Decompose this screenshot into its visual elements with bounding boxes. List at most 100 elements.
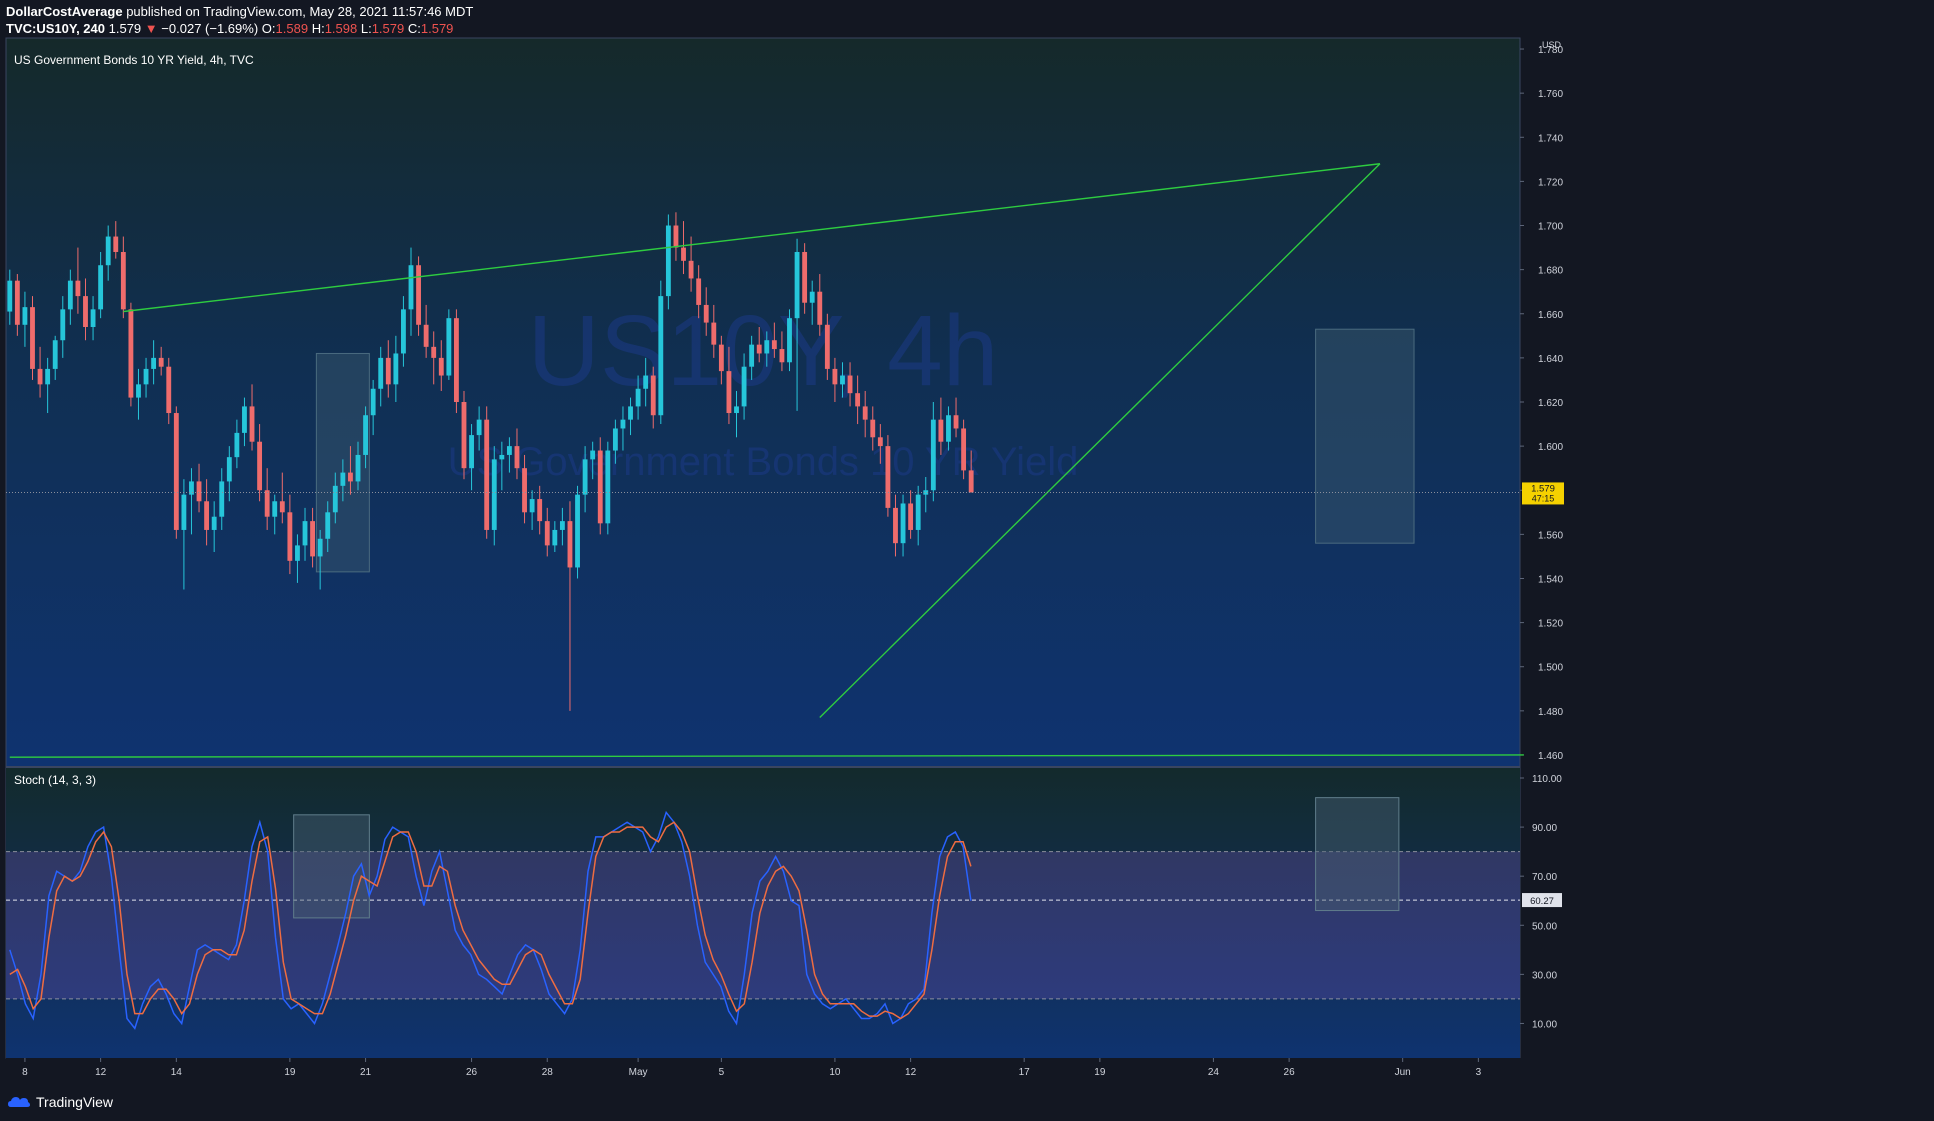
time-tick-label: 3: [1476, 1067, 1482, 1078]
candle-body: [446, 318, 452, 376]
candle-body: [559, 521, 565, 530]
candle-body: [393, 353, 399, 385]
candle-body: [22, 307, 28, 325]
author-name[interactable]: DollarCostAverage: [6, 4, 123, 19]
price-tick-label: 1.480: [1538, 707, 1563, 718]
candle-body: [514, 446, 520, 469]
candle-body: [67, 280, 73, 310]
candle-body: [83, 296, 88, 327]
published-text: published on TradingView.com, May 28, 20…: [126, 4, 474, 19]
candle-body: [794, 251, 800, 319]
candle-body: [506, 446, 512, 455]
candle-body: [181, 494, 187, 530]
candle-body: [893, 507, 898, 544]
price-tick-label: 1.560: [1538, 530, 1563, 541]
candle-body: [741, 366, 747, 407]
candle-body: [703, 304, 709, 323]
candle-body: [279, 501, 285, 513]
stoch-box-1: [293, 814, 370, 919]
time-tick-label: 24: [1208, 1067, 1220, 1078]
candle-body: [764, 340, 770, 354]
candle-body: [522, 468, 527, 513]
low-label: L:: [360, 21, 372, 36]
time-axis-background: [6, 1058, 1934, 1086]
candle-body: [476, 419, 482, 436]
candle-body: [915, 494, 921, 530]
candle-body: [431, 346, 437, 358]
open-value: 1.589: [275, 21, 309, 36]
candle-body: [749, 344, 755, 367]
candle-body: [877, 437, 883, 447]
time-tick-label: 12: [905, 1067, 917, 1078]
price-tick-label: 1.500: [1538, 663, 1563, 674]
candle-body: [771, 340, 777, 350]
price-tick-label: 1.600: [1538, 442, 1563, 453]
candle-body: [272, 501, 278, 517]
time-tick-label: 19: [1094, 1067, 1106, 1078]
candle-body: [597, 450, 603, 524]
candle-body: [166, 366, 172, 414]
stoch-tick-label: 70.00: [1532, 872, 1557, 883]
candle-body: [151, 357, 157, 369]
candle-body: [590, 450, 596, 460]
time-tick-label: May: [629, 1067, 648, 1078]
time-tick-label: 8: [22, 1067, 28, 1078]
candle-body: [930, 419, 936, 491]
price-tick-label: 1.640: [1538, 354, 1563, 365]
candle-body: [612, 428, 618, 451]
candle-body: [681, 247, 686, 261]
candle-body: [461, 402, 467, 469]
tradingview-logo[interactable]: TradingView: [8, 1094, 113, 1110]
stoch-tick-label: 110.00: [1532, 774, 1562, 785]
candle-body: [938, 419, 944, 442]
candle-body: [105, 236, 111, 266]
candle-body: [348, 472, 353, 482]
candle-body: [416, 265, 421, 325]
candle-body: [120, 251, 126, 310]
stoch-tick-label: 50.00: [1532, 921, 1557, 932]
price-tick-label: 1.740: [1538, 133, 1563, 144]
stoch-band-fill: [6, 851, 1520, 999]
candle-body: [620, 419, 626, 429]
candle-body: [537, 499, 543, 522]
candle-body: [295, 545, 300, 561]
candle-body: [817, 291, 823, 325]
candle-body: [325, 512, 331, 539]
candle-body: [968, 470, 974, 493]
candle-body: [961, 428, 967, 471]
candle-body: [582, 459, 588, 495]
candle-body: [264, 490, 270, 517]
stoch-box-2: [1315, 797, 1400, 912]
stoch-tick-label: 10.00: [1532, 1019, 1557, 1030]
change-value: −0.027 (−1.69%): [161, 21, 259, 36]
stochastic-pane[interactable]: 110.00 90.00 70.00 50.00 30.00 10.00 60.27 Stoc…: [6, 768, 1562, 1058]
time-axis[interactable]: 8 12 14 19 21 26 28 May 5 10 12 17 19 24 26 Jun 3: [6, 1058, 1934, 1086]
candle-body: [529, 499, 535, 513]
candle-body: [363, 415, 368, 455]
stoch-tick-label: 90.00: [1532, 823, 1557, 834]
last-price-badge: [1522, 482, 1564, 505]
candle-body: [840, 375, 845, 385]
candle-body: [401, 309, 406, 354]
candle-body: [14, 280, 20, 325]
watermark-symbol: US10Y, 4h: [528, 295, 999, 407]
candle-body: [340, 472, 346, 486]
price-pane[interactable]: US10Y, 4h US Government Bonds 10 YR Yield…: [5, 37, 1934, 1059]
price-pane-background: [6, 38, 1520, 766]
candle-body: [423, 324, 429, 347]
candle-body: [60, 309, 66, 341]
candle-body: [158, 357, 164, 367]
time-tick-label: 26: [466, 1067, 478, 1078]
candle-body: [885, 446, 891, 508]
candle-body: [257, 441, 263, 491]
footer-bar: TradingView: [0, 1088, 1934, 1121]
stoch-pane-background: [6, 768, 1520, 1058]
candle-body: [673, 225, 679, 248]
publish-info: DollarCostAverage published on TradingVi…: [6, 4, 473, 19]
candle-body: [946, 415, 951, 442]
candle-body: [211, 516, 217, 530]
close-value: 1.579: [420, 21, 454, 36]
price-tick-label: 1.460: [1538, 751, 1563, 762]
time-tick-label: 19: [284, 1067, 296, 1078]
